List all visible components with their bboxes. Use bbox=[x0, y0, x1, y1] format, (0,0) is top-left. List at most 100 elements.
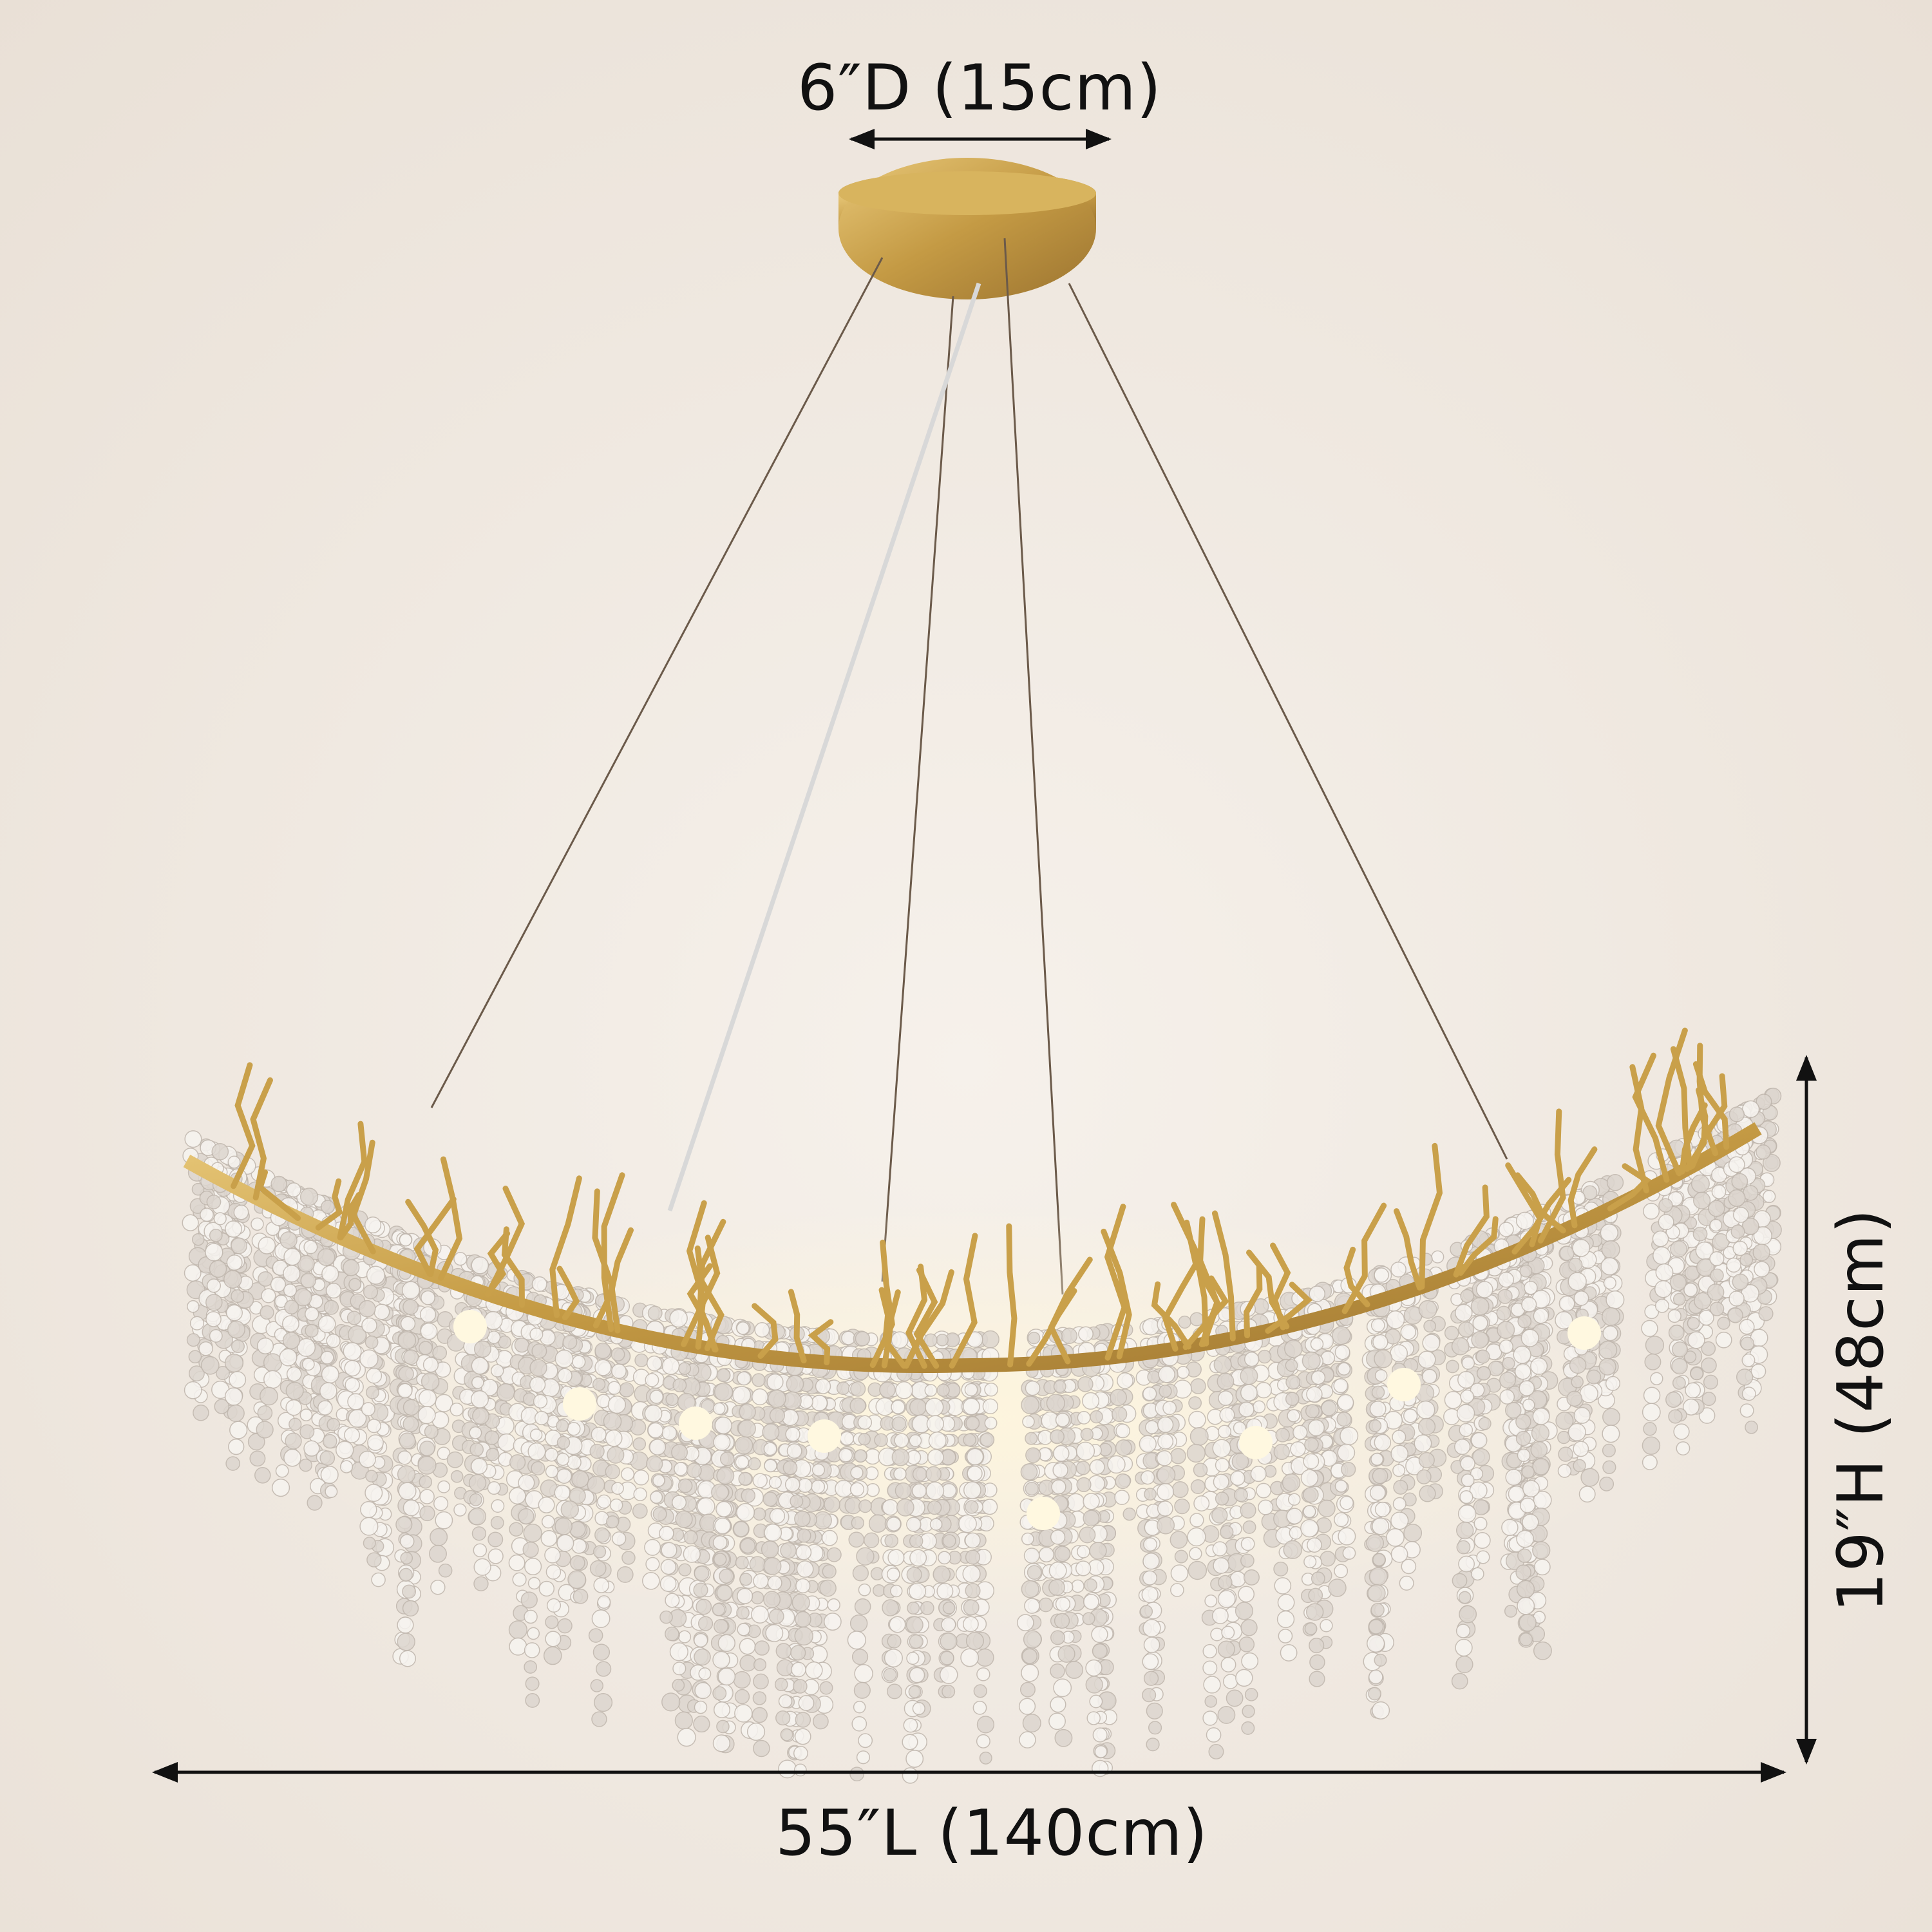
crystal bbox=[227, 1320, 245, 1339]
crystal bbox=[1515, 1564, 1531, 1580]
crystal bbox=[939, 1665, 958, 1684]
crystal bbox=[911, 1483, 927, 1499]
crystal bbox=[1038, 1546, 1055, 1563]
crystal bbox=[967, 1465, 983, 1482]
crystal bbox=[1478, 1417, 1492, 1430]
crystal bbox=[902, 1734, 918, 1750]
crystal bbox=[1533, 1308, 1549, 1324]
crystal bbox=[1215, 1457, 1230, 1473]
crystal bbox=[346, 1311, 362, 1325]
crystal bbox=[1530, 1441, 1548, 1459]
crystal bbox=[1084, 1578, 1097, 1592]
light-bulb bbox=[453, 1310, 487, 1343]
crystal bbox=[1687, 1316, 1700, 1330]
crystal bbox=[1094, 1745, 1108, 1759]
crystal bbox=[1496, 1305, 1511, 1321]
crystal bbox=[1219, 1525, 1234, 1539]
crystal bbox=[446, 1451, 464, 1468]
crystal bbox=[317, 1315, 336, 1333]
crystal bbox=[588, 1628, 603, 1643]
crystal bbox=[1243, 1569, 1260, 1586]
crystal bbox=[1257, 1349, 1272, 1364]
crystal bbox=[545, 1564, 562, 1580]
crystal bbox=[225, 1304, 243, 1321]
crystal bbox=[811, 1479, 826, 1494]
crystal bbox=[1307, 1419, 1325, 1437]
crystal bbox=[1401, 1558, 1417, 1575]
crystal bbox=[1431, 1250, 1444, 1264]
crystal bbox=[1274, 1577, 1292, 1595]
crystal bbox=[283, 1283, 297, 1298]
height-label: 19″H (48cm) bbox=[1824, 1208, 1898, 1613]
crystal bbox=[1458, 1555, 1475, 1573]
crystal bbox=[1337, 1443, 1356, 1462]
gold-branch bbox=[592, 1227, 634, 1329]
crystal bbox=[750, 1591, 764, 1605]
crystal bbox=[572, 1355, 586, 1369]
crystal bbox=[647, 1305, 663, 1321]
crystal bbox=[1367, 1634, 1385, 1653]
crystal bbox=[982, 1398, 999, 1414]
crystal bbox=[683, 1545, 701, 1563]
crystal bbox=[469, 1442, 484, 1457]
crystal bbox=[1399, 1575, 1414, 1591]
crystal bbox=[263, 1353, 283, 1372]
crystal bbox=[260, 1305, 274, 1320]
crystal bbox=[621, 1467, 635, 1481]
crystal bbox=[1304, 1622, 1318, 1635]
crystal bbox=[285, 1432, 302, 1450]
crystal bbox=[1573, 1441, 1589, 1457]
crystal bbox=[1276, 1610, 1295, 1629]
crystal bbox=[399, 1650, 417, 1667]
crystal bbox=[257, 1405, 273, 1421]
crystal bbox=[941, 1617, 956, 1633]
crystal bbox=[592, 1545, 607, 1558]
crystal bbox=[1241, 1721, 1255, 1735]
crystal bbox=[1016, 1614, 1034, 1631]
gold-branch bbox=[1692, 1061, 1730, 1150]
crystal bbox=[1750, 1363, 1766, 1379]
crystal bbox=[1190, 1479, 1206, 1495]
crystal bbox=[790, 1645, 806, 1661]
crystal bbox=[647, 1422, 664, 1439]
crystal bbox=[1392, 1464, 1406, 1477]
crystal bbox=[518, 1474, 535, 1492]
crystal bbox=[567, 1570, 587, 1589]
crystal bbox=[591, 1711, 607, 1727]
crystal bbox=[1531, 1424, 1550, 1443]
crystal bbox=[1471, 1432, 1488, 1449]
crystal bbox=[512, 1572, 527, 1587]
crystal bbox=[1455, 1638, 1473, 1657]
crystal bbox=[1739, 1319, 1755, 1335]
crystal bbox=[593, 1577, 610, 1593]
crystal bbox=[795, 1544, 812, 1560]
crystal bbox=[764, 1523, 782, 1542]
crystal bbox=[714, 1618, 729, 1634]
crystal bbox=[1221, 1625, 1235, 1640]
crystal bbox=[1273, 1443, 1290, 1461]
crystal bbox=[835, 1479, 853, 1498]
crystal bbox=[980, 1432, 995, 1447]
crystal bbox=[419, 1489, 435, 1504]
crystal bbox=[543, 1646, 562, 1665]
crystal bbox=[1459, 1605, 1477, 1624]
crystal bbox=[926, 1415, 944, 1433]
crystal bbox=[335, 1441, 354, 1459]
crystal bbox=[1683, 1282, 1698, 1297]
crystal bbox=[527, 1442, 546, 1461]
crystal bbox=[534, 1410, 549, 1426]
crystal bbox=[927, 1500, 942, 1515]
crystal bbox=[697, 1616, 714, 1631]
crystal bbox=[889, 1616, 906, 1633]
crystal bbox=[733, 1521, 750, 1537]
crystal bbox=[849, 1614, 868, 1633]
crystal bbox=[1393, 1479, 1408, 1495]
crystal bbox=[671, 1495, 687, 1510]
crystal bbox=[399, 1567, 413, 1582]
crystal bbox=[909, 1434, 922, 1447]
crystal bbox=[531, 1343, 547, 1359]
crystal bbox=[1140, 1605, 1153, 1618]
crystal bbox=[541, 1515, 555, 1529]
crystal bbox=[1114, 1490, 1130, 1506]
crystal bbox=[1470, 1467, 1484, 1481]
